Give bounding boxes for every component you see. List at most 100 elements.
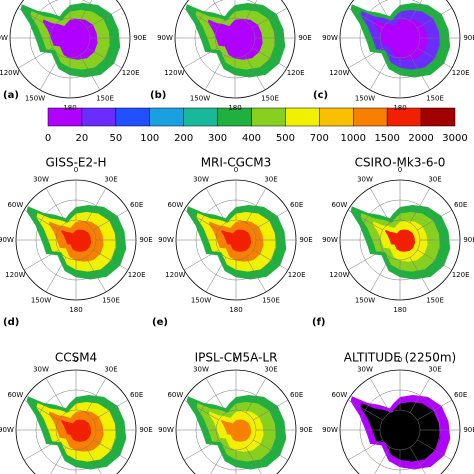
- longitude-line: [87, 7, 123, 29]
- map-panel: 0 30E 60E 90E 120E 150E 180 150W 120W 90W 60W 30W: [0, 166, 153, 314]
- grid-label: 180: [393, 306, 406, 314]
- longitude-line: [210, 447, 227, 474]
- longitude-line: [409, 447, 426, 474]
- panel-title: ALTITUDE (2250m): [344, 351, 456, 365]
- longitude-line: [347, 439, 383, 461]
- grid-label: 120W: [0, 69, 20, 77]
- longitude-line: [253, 249, 289, 271]
- grid-label: 120W: [329, 271, 349, 279]
- longitude-line: [253, 209, 289, 231]
- panel-label: (e): [152, 317, 168, 328]
- colorbar-segment: [81, 107, 117, 127]
- grid-label: 150E: [261, 95, 279, 103]
- longitude-line: [417, 249, 453, 271]
- map-panel: 0 30E 60E 90E 90W 60W 30W: [158, 356, 313, 474]
- longitude-line: [85, 187, 107, 223]
- grid-label: 60W: [331, 391, 347, 399]
- longitude-line: [45, 377, 67, 413]
- colorbar-tick-label: 3000: [442, 133, 467, 144]
- longitude-line: [17, 7, 53, 29]
- longitude-line: [183, 249, 219, 271]
- longitude-line: [183, 399, 219, 421]
- longitude-line: [79, 0, 93, 21]
- grid-label: 30E: [104, 175, 117, 183]
- grid-label: 150E: [426, 297, 444, 305]
- grid-label: 120W: [164, 69, 184, 77]
- colorbar-segment: [353, 107, 388, 127]
- longitude-line: [244, 0, 258, 21]
- grid-label: 60E: [290, 391, 303, 399]
- grid-label: 90E: [139, 426, 152, 434]
- longitude-line: [85, 257, 107, 293]
- panel-label: (b): [150, 90, 166, 101]
- longitude-line: [374, 447, 391, 474]
- grid-label: 150W: [190, 95, 210, 103]
- grid-label: 150W: [355, 95, 375, 103]
- longitude-line: [45, 257, 67, 293]
- grid-label: 60E: [454, 201, 467, 209]
- grid-label: 180: [229, 306, 242, 314]
- panel-title: CSIRO-Mk3-6-0: [355, 156, 446, 170]
- longitude-line: [417, 399, 453, 421]
- longitude-line: [23, 439, 59, 461]
- grid-label: 90E: [463, 426, 474, 434]
- longitude-line: [369, 187, 391, 223]
- longitude-line: [212, 0, 226, 21]
- grid-label: 180: [393, 104, 406, 112]
- longitude-line: [245, 187, 267, 223]
- colorbar-segment: [183, 107, 218, 127]
- grid-label: 120E: [287, 69, 305, 77]
- grid-label: 120W: [5, 271, 25, 279]
- longitude-line: [23, 399, 59, 421]
- grid-label: 60E: [130, 391, 143, 399]
- grid-label: 150E: [96, 95, 114, 103]
- colorbar-segment: [420, 107, 456, 127]
- longitude-line: [93, 439, 129, 461]
- grid-label: 60W: [7, 391, 23, 399]
- longitude-line: [253, 399, 289, 421]
- longitude-line: [369, 257, 391, 293]
- grid-label: 90W: [157, 34, 173, 42]
- longitude-line: [252, 7, 288, 29]
- grid-label: 30E: [428, 365, 441, 373]
- grid-label: 150E: [262, 297, 280, 305]
- grid-label: 30W: [193, 175, 209, 183]
- longitude-line: [204, 55, 226, 91]
- panel-label: (d): [3, 317, 19, 328]
- grid-label: 60E: [454, 391, 467, 399]
- panel-label: (f): [312, 317, 326, 328]
- longitude-line: [47, 0, 61, 21]
- grid-label: 120W: [165, 271, 185, 279]
- longitude-line: [377, 0, 391, 21]
- grid-label: 150E: [102, 297, 120, 305]
- grid-label: 0: [74, 356, 78, 364]
- grid-label: 60E: [130, 201, 143, 209]
- colorbar-tick-label: 400: [242, 133, 261, 144]
- ice-sheet-field: [221, 229, 252, 252]
- map-panel: 0 30E 60E 90E 120E 150E 180 150W 120W 90W 60W 30W: [322, 166, 474, 314]
- grid-label: 150W: [191, 297, 211, 305]
- grid-label: 0: [74, 166, 78, 174]
- colorbar-segment: [319, 107, 354, 127]
- longitude-line: [347, 7, 383, 29]
- grid-label: 90E: [299, 236, 312, 244]
- longitude-line: [409, 55, 431, 91]
- map-panel: 90E 120E 150E 180 150W 120W 90W: [0, 0, 147, 112]
- colorbar-tick-label: 300: [208, 133, 227, 144]
- grid-label: 30W: [33, 365, 49, 373]
- longitude-line: [182, 47, 218, 69]
- longitude-line: [347, 399, 383, 421]
- colorbar-tick-label: 1500: [374, 133, 399, 144]
- grid-label: 60W: [167, 201, 183, 209]
- grid-label: 120E: [452, 69, 470, 77]
- grid-label: 120W: [329, 69, 349, 77]
- colorbar-tick-label: 700: [310, 133, 329, 144]
- grid-label: 90W: [0, 236, 14, 244]
- grid-label: 150W: [25, 95, 45, 103]
- colorbar-tick-label: 1000: [341, 133, 366, 144]
- grid-label: 180: [63, 104, 76, 112]
- longitude-line: [369, 55, 391, 91]
- grid-label: 90W: [0, 34, 8, 42]
- longitude-line: [244, 55, 266, 91]
